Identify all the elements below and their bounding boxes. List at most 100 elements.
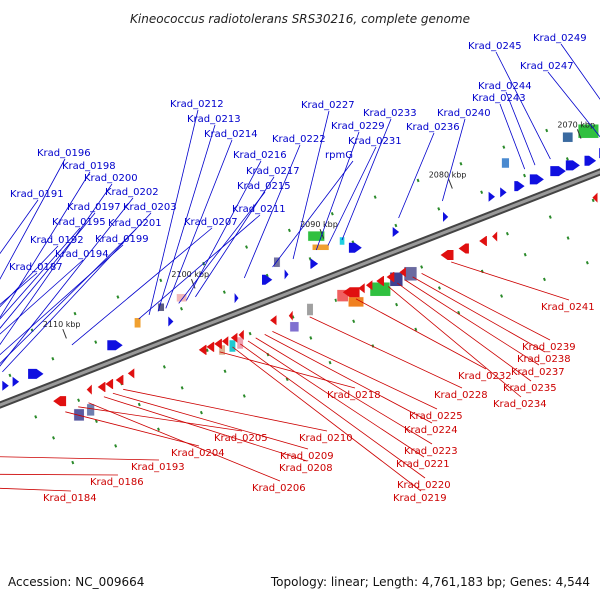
bottom-gene-label: Krad_0205 — [214, 433, 268, 444]
reverse-gene-arrow — [127, 368, 135, 379]
forward-gene-arrow — [529, 174, 544, 185]
reverse-gene-arrow — [86, 384, 92, 395]
bottom-gene-label: Krad_0193 — [131, 462, 185, 473]
minor-tick — [457, 310, 461, 315]
top-label-leader — [0, 272, 38, 305]
minor-tick — [157, 427, 161, 432]
reverse-gene-arrow — [358, 283, 365, 294]
bottom-gene-label: Krad_0210 — [299, 433, 353, 444]
bottom-label-leader — [65, 411, 200, 447]
top-gene-label: Krad_0227 — [301, 100, 355, 111]
minor-tick — [180, 307, 183, 311]
scale-tick — [190, 278, 196, 289]
top-label-leader — [0, 245, 59, 308]
top-label-leader — [186, 160, 262, 301]
forward-gene-arrow — [392, 227, 400, 237]
feature-block — [369, 281, 391, 297]
reverse-gene-arrow — [492, 231, 498, 242]
top-label-leader — [547, 71, 600, 138]
top-gene-label: Krad_0240 — [437, 108, 491, 119]
reverse-gene-arrow — [376, 276, 384, 286]
top-label-leader — [341, 118, 392, 241]
minor-tick — [245, 245, 249, 249]
bottom-gene-label: Krad_0184 — [43, 493, 97, 504]
top-label-leader — [0, 212, 96, 329]
top-label-leader — [0, 158, 66, 280]
top-gene-label: Krad_0194 — [55, 249, 109, 260]
reverse-gene-arrow — [221, 336, 229, 347]
top-label-leader — [138, 214, 261, 320]
top-label-leader — [292, 110, 330, 260]
bottom-gene-label: Krad_0228 — [434, 390, 488, 401]
minor-tick — [420, 265, 424, 269]
top-gene-label: Krad_0191 — [10, 189, 64, 200]
scale-tick-label: 2080 kbp — [429, 170, 467, 179]
feature-block — [236, 336, 244, 350]
top-labels: Krad_0187 Krad_0191 Krad_0192 Krad_0194 Krad… — [0, 33, 600, 373]
backbone — [0, 168, 600, 409]
reverse-gene-arrow — [238, 329, 244, 340]
minor-tick — [437, 207, 441, 211]
minor-tick — [330, 211, 334, 216]
reverse-gene-arrow — [105, 379, 114, 389]
top-gene-label: Krad_0214 — [204, 129, 258, 140]
top-label-leader — [243, 144, 301, 279]
minor-tick — [548, 215, 552, 219]
top-label-leader — [0, 227, 81, 320]
bottom-label-leader — [396, 282, 532, 382]
minor-tick — [523, 252, 527, 257]
minor-tick — [116, 295, 120, 299]
top-label-leader — [499, 103, 526, 170]
top-gene-label: Krad_0249 — [533, 33, 587, 44]
gene-arrows — [2, 148, 600, 407]
reverse-gene-arrow — [366, 280, 373, 291]
bottom-gene-label: Krad_0221 — [396, 459, 450, 470]
minor-tick — [352, 319, 356, 324]
forward-gene-arrow — [500, 187, 507, 198]
accession-text: Accession: NC_009664 — [8, 575, 144, 589]
top-gene-label: Krad_0243 — [472, 93, 526, 104]
reverse-gene-arrow — [230, 332, 238, 343]
minor-tick — [545, 128, 549, 133]
minor-tick — [542, 277, 546, 282]
bottom-gene-label: Krad_0239 — [522, 342, 576, 353]
bottom-label-leader — [123, 388, 328, 432]
top-label-leader — [442, 118, 466, 202]
top-gene-label: Krad_0217 — [246, 166, 300, 177]
bottom-label-leader — [451, 261, 570, 301]
bottom-gene-label: Krad_0234 — [493, 399, 547, 410]
minor-tick — [180, 386, 184, 390]
top-label-leader — [0, 171, 91, 319]
bottom-gene-label: Krad_0204 — [171, 448, 225, 459]
reverse-gene-arrow — [479, 236, 487, 246]
forward-gene-arrow — [284, 269, 289, 280]
forward-gene-arrow — [514, 181, 525, 192]
bottom-label-leader — [309, 316, 463, 389]
minor-tick — [137, 402, 141, 407]
top-label-leader — [560, 43, 600, 100]
minor-tick — [52, 436, 55, 440]
feature-block — [176, 293, 188, 303]
minor-tick — [437, 286, 441, 290]
feature-block — [307, 230, 325, 242]
minor-tick — [73, 311, 77, 316]
forward-gene-arrow — [234, 293, 239, 304]
feature-block — [562, 131, 574, 143]
bottom-label-leader — [232, 346, 422, 492]
bottom-label-leader — [78, 406, 243, 432]
minor-tick — [565, 157, 569, 161]
bottom-label-leader — [0, 473, 119, 476]
top-gene-label: Krad_0192 — [30, 235, 84, 246]
top-label-leader — [165, 139, 233, 309]
bottom-label-leader — [219, 351, 356, 389]
minor-tick — [523, 173, 526, 178]
top-gene-label: Krad_0196 — [37, 148, 91, 159]
forward-gene-arrow — [262, 274, 273, 285]
forward-gene-arrow — [2, 380, 9, 391]
feature-block — [134, 317, 142, 329]
forward-gene-arrow — [168, 316, 174, 327]
minor-tick — [51, 356, 55, 361]
reverse-gene-arrow — [214, 338, 222, 349]
minor-tick — [222, 290, 226, 294]
